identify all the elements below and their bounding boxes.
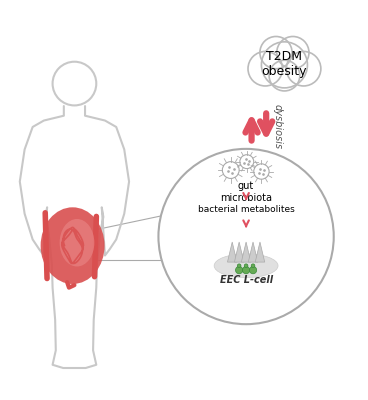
Circle shape	[251, 264, 255, 268]
Text: gut
microbiota: gut microbiota	[220, 181, 272, 203]
Circle shape	[244, 264, 248, 268]
Ellipse shape	[40, 207, 105, 284]
Circle shape	[254, 164, 269, 179]
Circle shape	[237, 264, 241, 268]
Circle shape	[250, 266, 256, 274]
Circle shape	[222, 162, 239, 178]
Polygon shape	[234, 242, 244, 262]
Circle shape	[240, 155, 254, 168]
Circle shape	[277, 36, 309, 69]
Polygon shape	[241, 242, 251, 262]
Ellipse shape	[60, 219, 94, 266]
Circle shape	[243, 266, 250, 274]
Circle shape	[236, 266, 243, 274]
Circle shape	[260, 36, 292, 69]
Circle shape	[269, 60, 300, 91]
Ellipse shape	[214, 254, 278, 278]
Polygon shape	[255, 242, 265, 262]
Circle shape	[261, 42, 307, 88]
Circle shape	[286, 52, 321, 86]
Polygon shape	[248, 242, 258, 262]
Text: bacterial metabolites: bacterial metabolites	[198, 205, 294, 214]
Text: dysbiosis: dysbiosis	[272, 104, 282, 150]
Polygon shape	[227, 242, 237, 262]
Text: EEC L-cell: EEC L-cell	[220, 275, 273, 285]
Circle shape	[159, 149, 334, 324]
Text: T2DM
obesity: T2DM obesity	[262, 50, 307, 78]
Circle shape	[248, 52, 283, 86]
